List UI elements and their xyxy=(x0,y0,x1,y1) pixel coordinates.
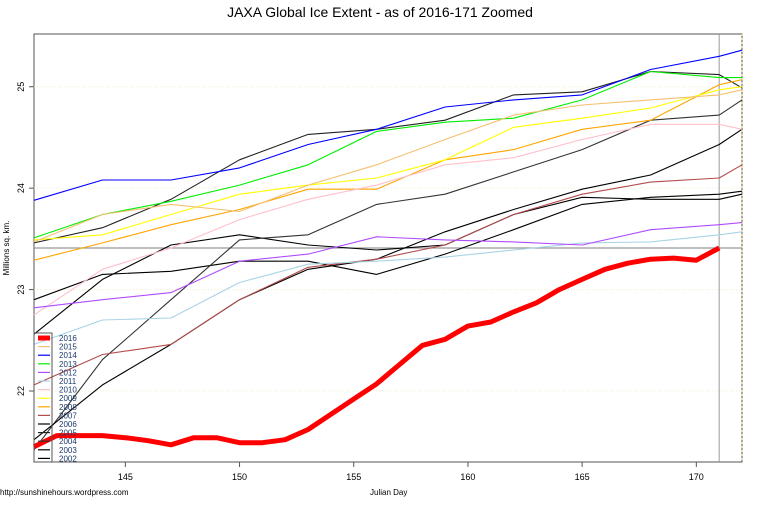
x-tick-label: 160 xyxy=(460,472,475,482)
series-line-2014 xyxy=(33,49,743,201)
series-line-2005 xyxy=(33,70,743,244)
series-line-2003 xyxy=(33,190,743,301)
x-tick-label: 165 xyxy=(575,472,590,482)
source-url: http://sunshinehours.wordpress.com xyxy=(0,488,129,497)
y-axis-label: Millions sq. km. xyxy=(2,221,11,276)
legend-label-2010: 2010 xyxy=(59,386,77,395)
legend-label-2012: 2012 xyxy=(59,368,77,377)
legend-label-2003: 2003 xyxy=(59,446,77,455)
legend-label-2008: 2008 xyxy=(59,403,77,412)
y-tick-label: 24 xyxy=(16,183,26,193)
x-axis-label: Julian Day xyxy=(370,488,407,497)
legend-label-2009: 2009 xyxy=(59,394,77,403)
x-tick-label: 145 xyxy=(118,472,133,482)
legend-label-2007: 2007 xyxy=(59,411,77,420)
legend-label-2002: 2002 xyxy=(59,454,77,463)
legend-label-2015: 2015 xyxy=(59,343,77,352)
series-line-2010 xyxy=(33,123,743,316)
chart-title: JAXA Global Ice Extent - as of 2016-171 … xyxy=(227,4,533,20)
y-tick-label: 25 xyxy=(16,82,26,92)
legend-box xyxy=(33,332,53,463)
series-line-2009 xyxy=(33,86,743,241)
series-line-2007 xyxy=(33,164,743,386)
legend-label-2004: 2004 xyxy=(59,437,77,446)
legend-label-2014: 2014 xyxy=(59,351,77,360)
legend-label-2005: 2005 xyxy=(59,429,77,438)
legend-label-2016: 2016 xyxy=(59,334,77,343)
legend-label-2013: 2013 xyxy=(59,360,77,369)
y-tick-label: 23 xyxy=(16,285,26,295)
series-line-2013 xyxy=(33,70,742,239)
x-tick-label: 155 xyxy=(346,472,361,482)
x-tick-label: 170 xyxy=(689,472,704,482)
series-line-2004 xyxy=(33,99,743,451)
series-line-2006 xyxy=(33,128,743,441)
series-line-2012 xyxy=(33,222,743,309)
y-tick-label: 22 xyxy=(16,386,26,396)
series-line-2011 xyxy=(33,231,743,345)
legend-label-2006: 2006 xyxy=(59,420,77,429)
legend-label-2011: 2011 xyxy=(59,377,77,386)
series-line-2016 xyxy=(32,245,721,450)
series-line-2015 xyxy=(33,89,743,243)
x-tick-label: 150 xyxy=(232,472,247,482)
series-line-2002 xyxy=(33,193,743,335)
